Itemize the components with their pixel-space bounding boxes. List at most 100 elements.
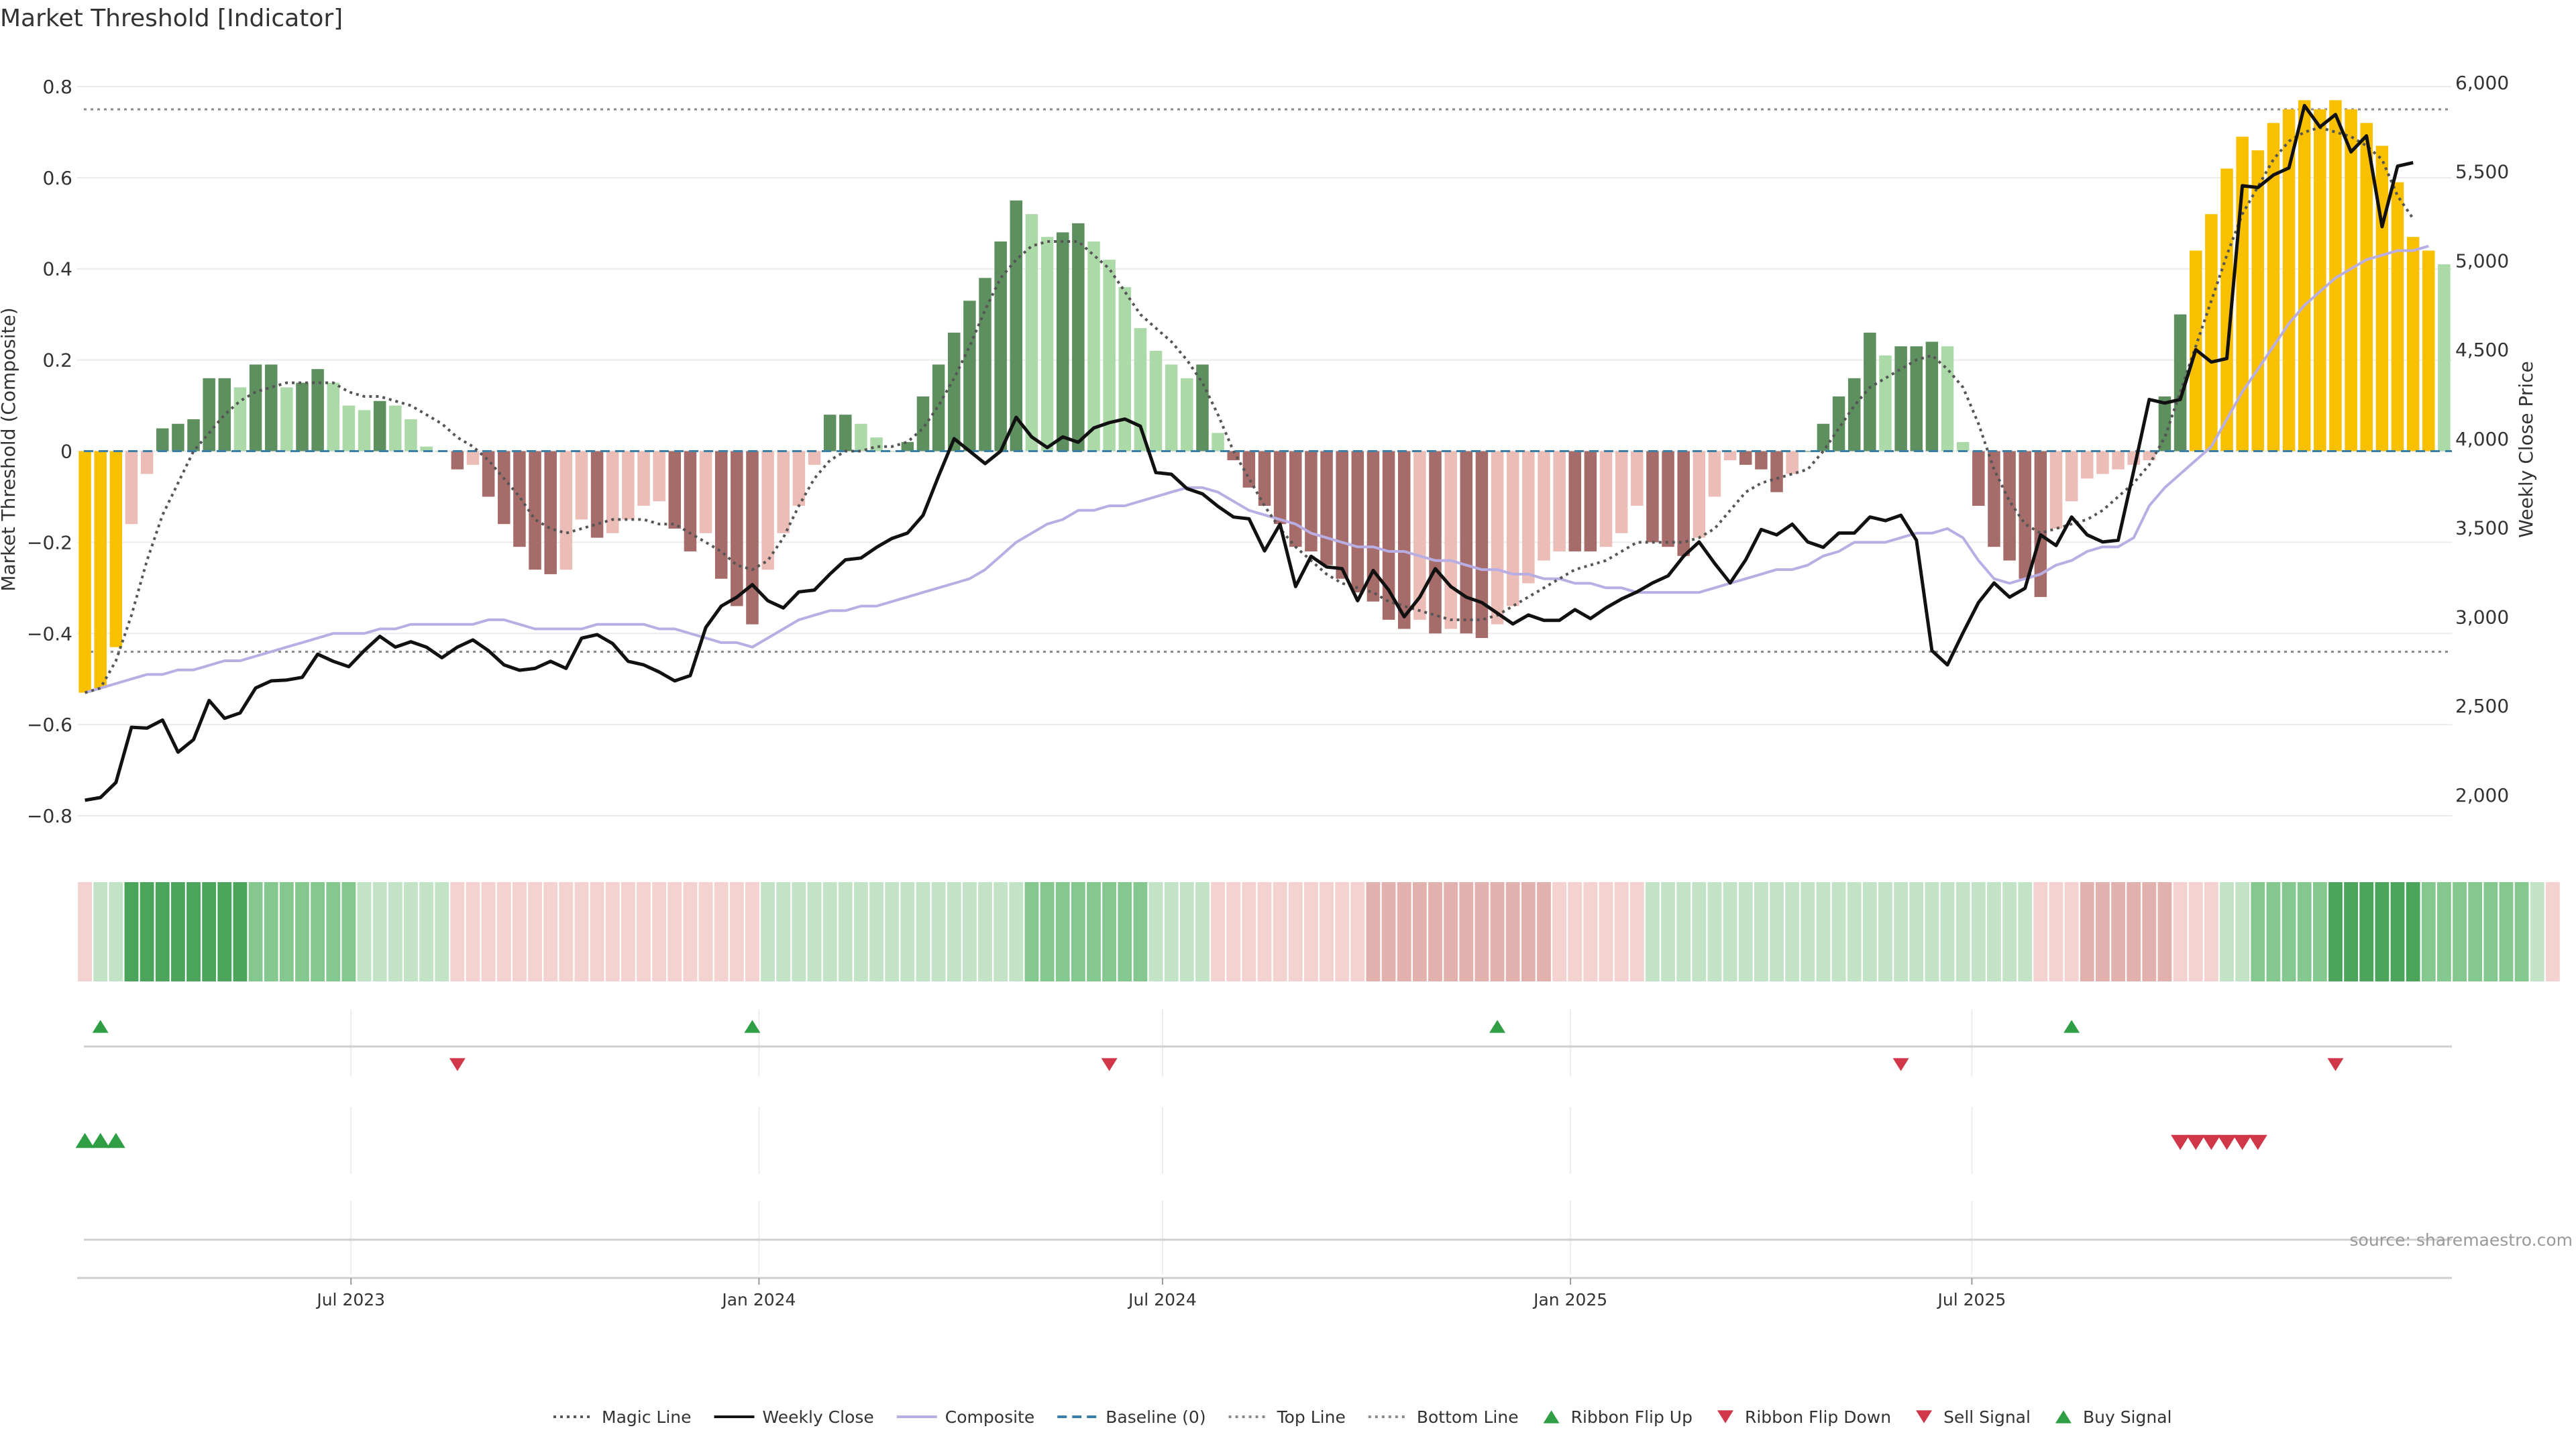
composite-bar (575, 451, 588, 520)
composite-bar (1103, 260, 1116, 451)
legend-label: Top Line (1277, 1407, 1346, 1427)
ribbon-cell (2111, 882, 2125, 981)
composite-bar (1910, 346, 1923, 451)
ribbon-cell (2359, 882, 2374, 981)
sell-signal-marker (2233, 1134, 2252, 1150)
composite-bar (731, 451, 743, 606)
right-tick-label: 3,000 (2455, 606, 2509, 628)
ribbon-cell (1754, 882, 1768, 981)
ribbon-flip-down-marker (2327, 1058, 2344, 1071)
ribbon-cell (388, 882, 402, 981)
composite-bar (1336, 451, 1348, 579)
composite-bar (1165, 364, 1178, 451)
ribbon-cell (1568, 882, 1582, 981)
composite-bar (622, 451, 635, 520)
composite-bar (1755, 451, 1768, 470)
ribbon-cell (2499, 882, 2514, 981)
ribbon-cell (559, 882, 574, 981)
composite-bar (2081, 451, 2094, 479)
composite-bar (1025, 214, 1038, 451)
ribbon-cell (1676, 882, 1691, 981)
composite-bar (172, 423, 184, 451)
ribbon-cell (1087, 882, 1101, 981)
composite-bar (777, 451, 790, 533)
ribbon-cell (264, 882, 278, 981)
ribbon-cell (947, 882, 961, 981)
composite-bar (1770, 451, 1783, 492)
ribbon-cell (326, 882, 341, 981)
ribbon-flip-panels (84, 1010, 2452, 1077)
composite-bar (1894, 346, 1907, 451)
right-tick-label: 2,500 (2455, 695, 2509, 717)
ribbon-cell (1071, 882, 1085, 981)
ribbon-cell (2437, 882, 2451, 981)
composite-bar (684, 451, 697, 551)
ribbon-cell (838, 882, 853, 981)
ribbon-cell (729, 882, 744, 981)
composite-bar (2065, 451, 2078, 502)
composite-bar (1040, 237, 1054, 451)
ribbon-cell (1055, 882, 1070, 981)
ribbon-cell (1118, 882, 1132, 981)
ribbon-cell (2421, 882, 2436, 981)
ribbon-cell (1878, 882, 1892, 981)
ribbon-cell (543, 882, 558, 981)
ribbon-cell (590, 882, 604, 981)
ribbon-cell (2096, 882, 2110, 981)
ribbon-cell (513, 882, 527, 981)
composite-bar (2314, 109, 2326, 451)
ribbon-cell (109, 882, 123, 981)
ribbon-cell (311, 882, 325, 981)
composite-bar (637, 451, 650, 506)
composite-bar (1320, 451, 1333, 566)
composite-bar (1134, 328, 1147, 451)
composite-bars (78, 100, 2451, 693)
ribbon-cell (1133, 882, 1148, 981)
ribbon-cell (186, 882, 201, 981)
left-tick-label: 0 (60, 441, 72, 463)
composite-bar (979, 278, 991, 451)
sell-signal-marker (2248, 1134, 2267, 1150)
composite-bar (1817, 423, 1830, 451)
ribbon-flip-down-marker (1892, 1058, 1909, 1071)
composite-bar (932, 364, 945, 451)
ribbon-cell (2173, 882, 2188, 981)
composite-bar (994, 241, 1007, 451)
ribbon-cell (295, 882, 309, 981)
composite-bar (1646, 451, 1659, 543)
composite-bar (808, 451, 821, 465)
ribbon-cell (637, 882, 651, 981)
ribbon-cell (1288, 882, 1303, 981)
ribbon-strip (78, 882, 2560, 981)
composite-bar (2096, 451, 2109, 474)
composite-bar (1832, 396, 1845, 451)
ribbon-cell (1350, 882, 1365, 981)
composite-bar (2406, 237, 2420, 451)
ribbon-cell (1925, 882, 1939, 981)
composite-bar (264, 364, 278, 451)
legend-label: Baseline (0) (1106, 1407, 1205, 1427)
ribbon-cell (496, 882, 511, 981)
composite-bar (606, 451, 619, 533)
legend-label: Magic Line (602, 1407, 692, 1427)
ribbon-cell (372, 882, 387, 981)
ribbon-cell (202, 882, 217, 981)
ribbon-cell (1505, 882, 1520, 981)
right-tick-label: 4,500 (2455, 339, 2509, 361)
composite-bar (451, 451, 464, 470)
source-note: source: sharemaestro.com (2350, 1230, 2573, 1250)
ribbon-cell (2251, 882, 2265, 981)
ribbon-cell (900, 882, 915, 981)
series-lines (84, 103, 2452, 802)
left-tick-label: −0.2 (27, 531, 72, 553)
composite-line (85, 244, 2429, 694)
composite-bar (855, 423, 867, 451)
ribbon-cell (2514, 882, 2529, 981)
composite-bar (1584, 451, 1597, 551)
ribbon-cell (2312, 882, 2327, 981)
ribbon-cell (1257, 882, 1272, 981)
right-tick-label: 2,000 (2455, 784, 2509, 806)
ribbon-cell (1831, 882, 1846, 981)
composite-bar (1475, 451, 1489, 639)
ribbon-cell (776, 882, 791, 981)
